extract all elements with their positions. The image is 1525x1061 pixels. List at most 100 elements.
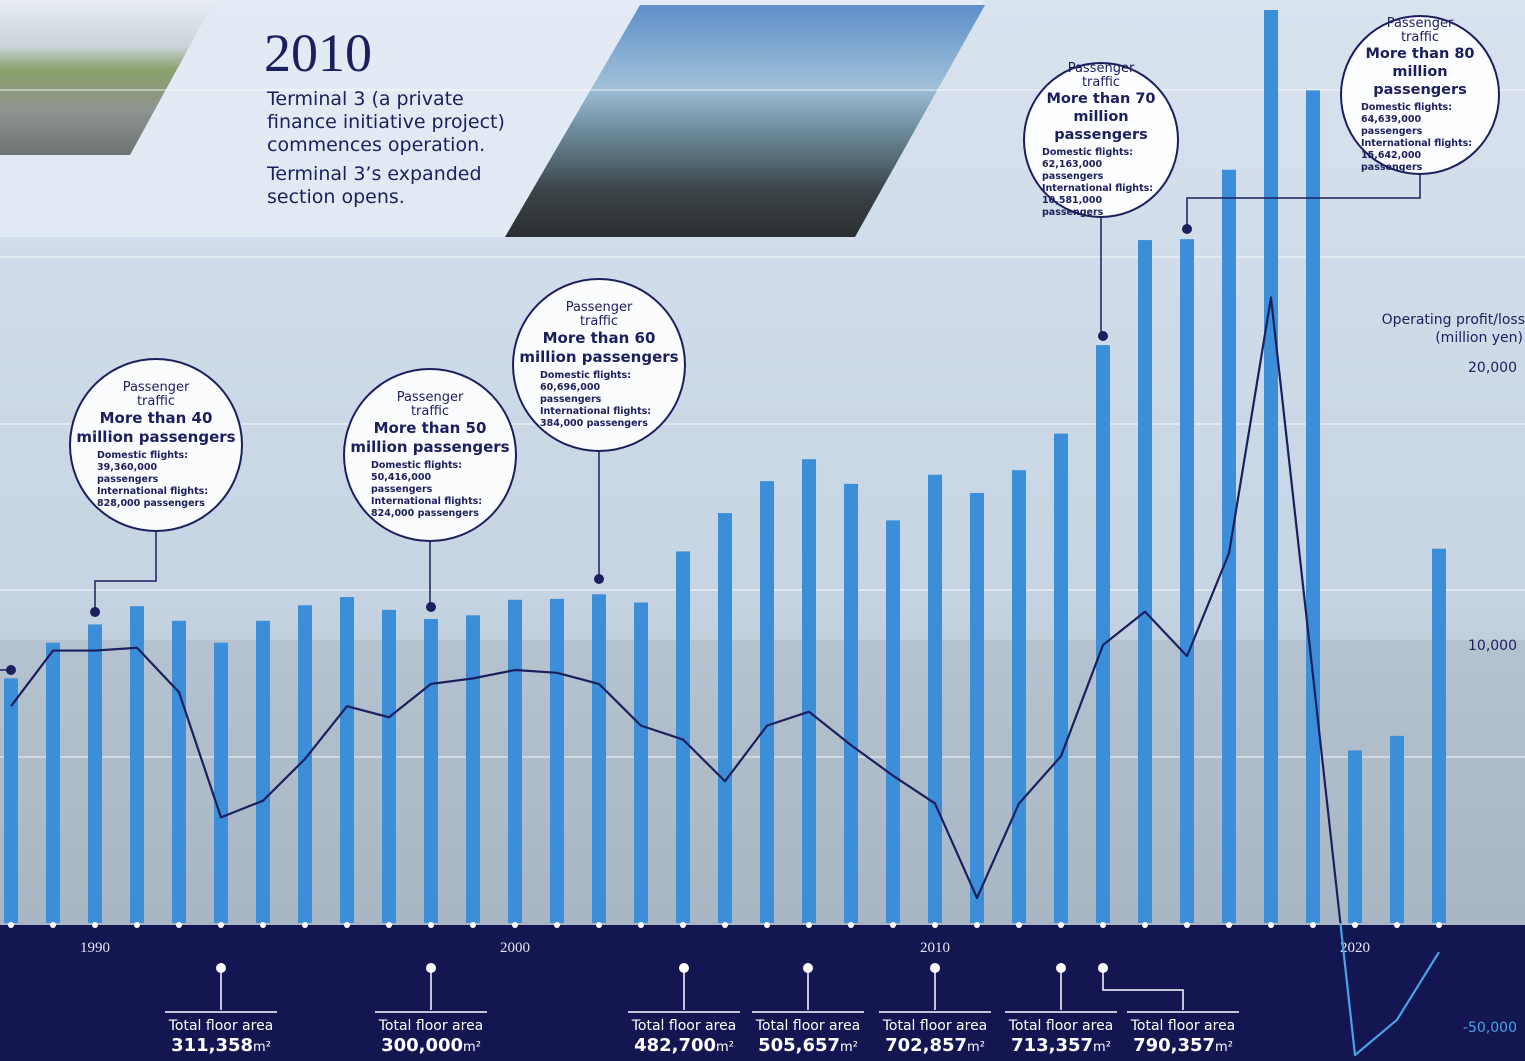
x-tick-dot: [8, 922, 14, 928]
header-line: Terminal 3’s expanded: [267, 163, 482, 185]
photo-terminal: [505, 5, 985, 237]
y2-tick-label: -50,000: [1463, 1020, 1517, 1036]
x-tick-dot: [50, 922, 56, 928]
x-tick-dot: [890, 922, 896, 928]
bar: [676, 551, 690, 923]
callout: Passenger traffic More than 60 million pa…: [512, 278, 686, 452]
bar: [1096, 345, 1110, 923]
bar: [1264, 10, 1278, 923]
floor-area-number: 702,857: [885, 1035, 968, 1056]
x-tick-dot: [1142, 922, 1148, 928]
callout-detail: 62,163,000 passengers: [1042, 158, 1104, 182]
dot: [1182, 224, 1192, 234]
header-text: Terminal 3 (a private finance initiative …: [267, 88, 517, 209]
floor-area-label: Total floor area: [378, 1018, 484, 1034]
bar: [4, 678, 18, 923]
callout-headline: More than 70 million passengers: [1046, 90, 1156, 143]
y2-tick-label: 20,000: [1468, 360, 1517, 376]
dot: [6, 665, 16, 675]
callout-detail-label: Domestic flights:: [540, 369, 632, 381]
callout-title: Passenger traffic: [396, 389, 464, 419]
callout-title: Passenger traffic: [122, 379, 190, 409]
floor-area-label: Total floor area: [1130, 1018, 1236, 1034]
callout-detail: 39,360,000 passengers: [97, 461, 159, 485]
dot: [1056, 963, 1066, 973]
bar: [592, 594, 606, 923]
bar: [718, 513, 732, 923]
floor-area-label: Total floor area: [1008, 1018, 1114, 1034]
x-tick-dot: [428, 922, 434, 928]
x-tick-dot: [932, 922, 938, 928]
dot: [1098, 963, 1108, 973]
floor-connectors: [165, 968, 1239, 1013]
bar: [382, 609, 396, 923]
x-tick-dot: [596, 922, 602, 928]
bar: [1390, 735, 1404, 923]
connector: [1102, 968, 1184, 1010]
x-tick-dot: [806, 922, 812, 928]
x-tick-dot: [680, 922, 686, 928]
x-tick-dot: [470, 922, 476, 928]
floor-area-unit: m²: [967, 1040, 985, 1055]
floor-area-label: Total floor area: [168, 1018, 274, 1034]
overlay: 1990 2000 2010 2020 20,000 10,000 -50,000: [8, 296, 1517, 1057]
floor-area-value: 311,358m²: [151, 1035, 291, 1059]
y2-axis-label: Operating profit/loss (million yen): [1382, 311, 1525, 347]
callout-dots: [6, 224, 1192, 675]
x-tick-dot: [1268, 922, 1274, 928]
x-tick-dot: [1352, 922, 1358, 928]
x-tick-dot: [974, 922, 980, 928]
x-tick-dot: [722, 922, 728, 928]
dot: [90, 607, 100, 617]
header-line: finance initiative project): [267, 111, 505, 133]
callout-detail-label: Domestic flights:: [1361, 101, 1453, 113]
floor-area-number: 482,700: [634, 1035, 717, 1056]
dot: [803, 963, 813, 973]
floor-area: Total floor area 482,700m²: [614, 1017, 754, 1059]
x-tick-label: 1990: [80, 940, 110, 956]
dot: [679, 963, 689, 973]
floor-area-unit: m²: [1093, 1040, 1111, 1055]
callout-title: Passenger traffic: [565, 299, 633, 329]
floor-area: Total floor area 300,000m²: [361, 1017, 501, 1059]
bar: [1012, 470, 1026, 923]
bar: [550, 598, 564, 923]
callout-headline: More than 60 million passengers: [519, 328, 679, 366]
callout-title: Passenger traffic: [1386, 15, 1454, 45]
floor-area: Total floor area 505,657m²: [738, 1017, 878, 1059]
header-line: commences operation.: [267, 134, 486, 156]
bar: [1222, 169, 1236, 923]
bar: [298, 605, 312, 923]
floor-area-unit: m²: [716, 1040, 734, 1055]
y2-axis-label-line: (million yen): [1435, 330, 1523, 346]
bar: [340, 597, 354, 923]
floor-area-value: 702,857m²: [865, 1035, 1005, 1059]
x-tick-dot: [764, 922, 770, 928]
callout-detail-label: Domestic flights:: [371, 459, 463, 471]
x-tick-dot: [344, 922, 350, 928]
callout-detail: 384,000 passengers: [540, 417, 648, 429]
x-tick-dot: [1394, 922, 1400, 928]
bar: [466, 615, 480, 923]
floor-area-value: 713,357m²: [991, 1035, 1131, 1059]
callout: Passenger traffic More than 50 million pa…: [343, 368, 517, 542]
x-tick-dot: [1016, 922, 1022, 928]
callout-headline: More than 80 million passengers: [1365, 45, 1475, 98]
header-line: section opens.: [267, 186, 405, 208]
x-tick-dot: [302, 922, 308, 928]
floor-area-number: 713,357: [1011, 1035, 1094, 1056]
x-tick-label: 2010: [920, 940, 950, 956]
floor-area-number: 300,000: [381, 1035, 464, 1056]
header-year: 2010: [264, 23, 372, 83]
connector: [94, 532, 157, 612]
bars: [4, 10, 1446, 924]
floor-area-value: 482,700m²: [614, 1035, 754, 1059]
floor-area-label: Total floor area: [755, 1018, 861, 1034]
floor-area-unit: m²: [1215, 1040, 1233, 1055]
header-line: Terminal 3 (a private: [267, 88, 464, 110]
bar: [214, 642, 228, 923]
bar: [844, 483, 858, 923]
callout: Passenger traffic More than 70 million pa…: [1023, 61, 1179, 218]
callout-detail: 824,000 passengers: [371, 507, 479, 519]
